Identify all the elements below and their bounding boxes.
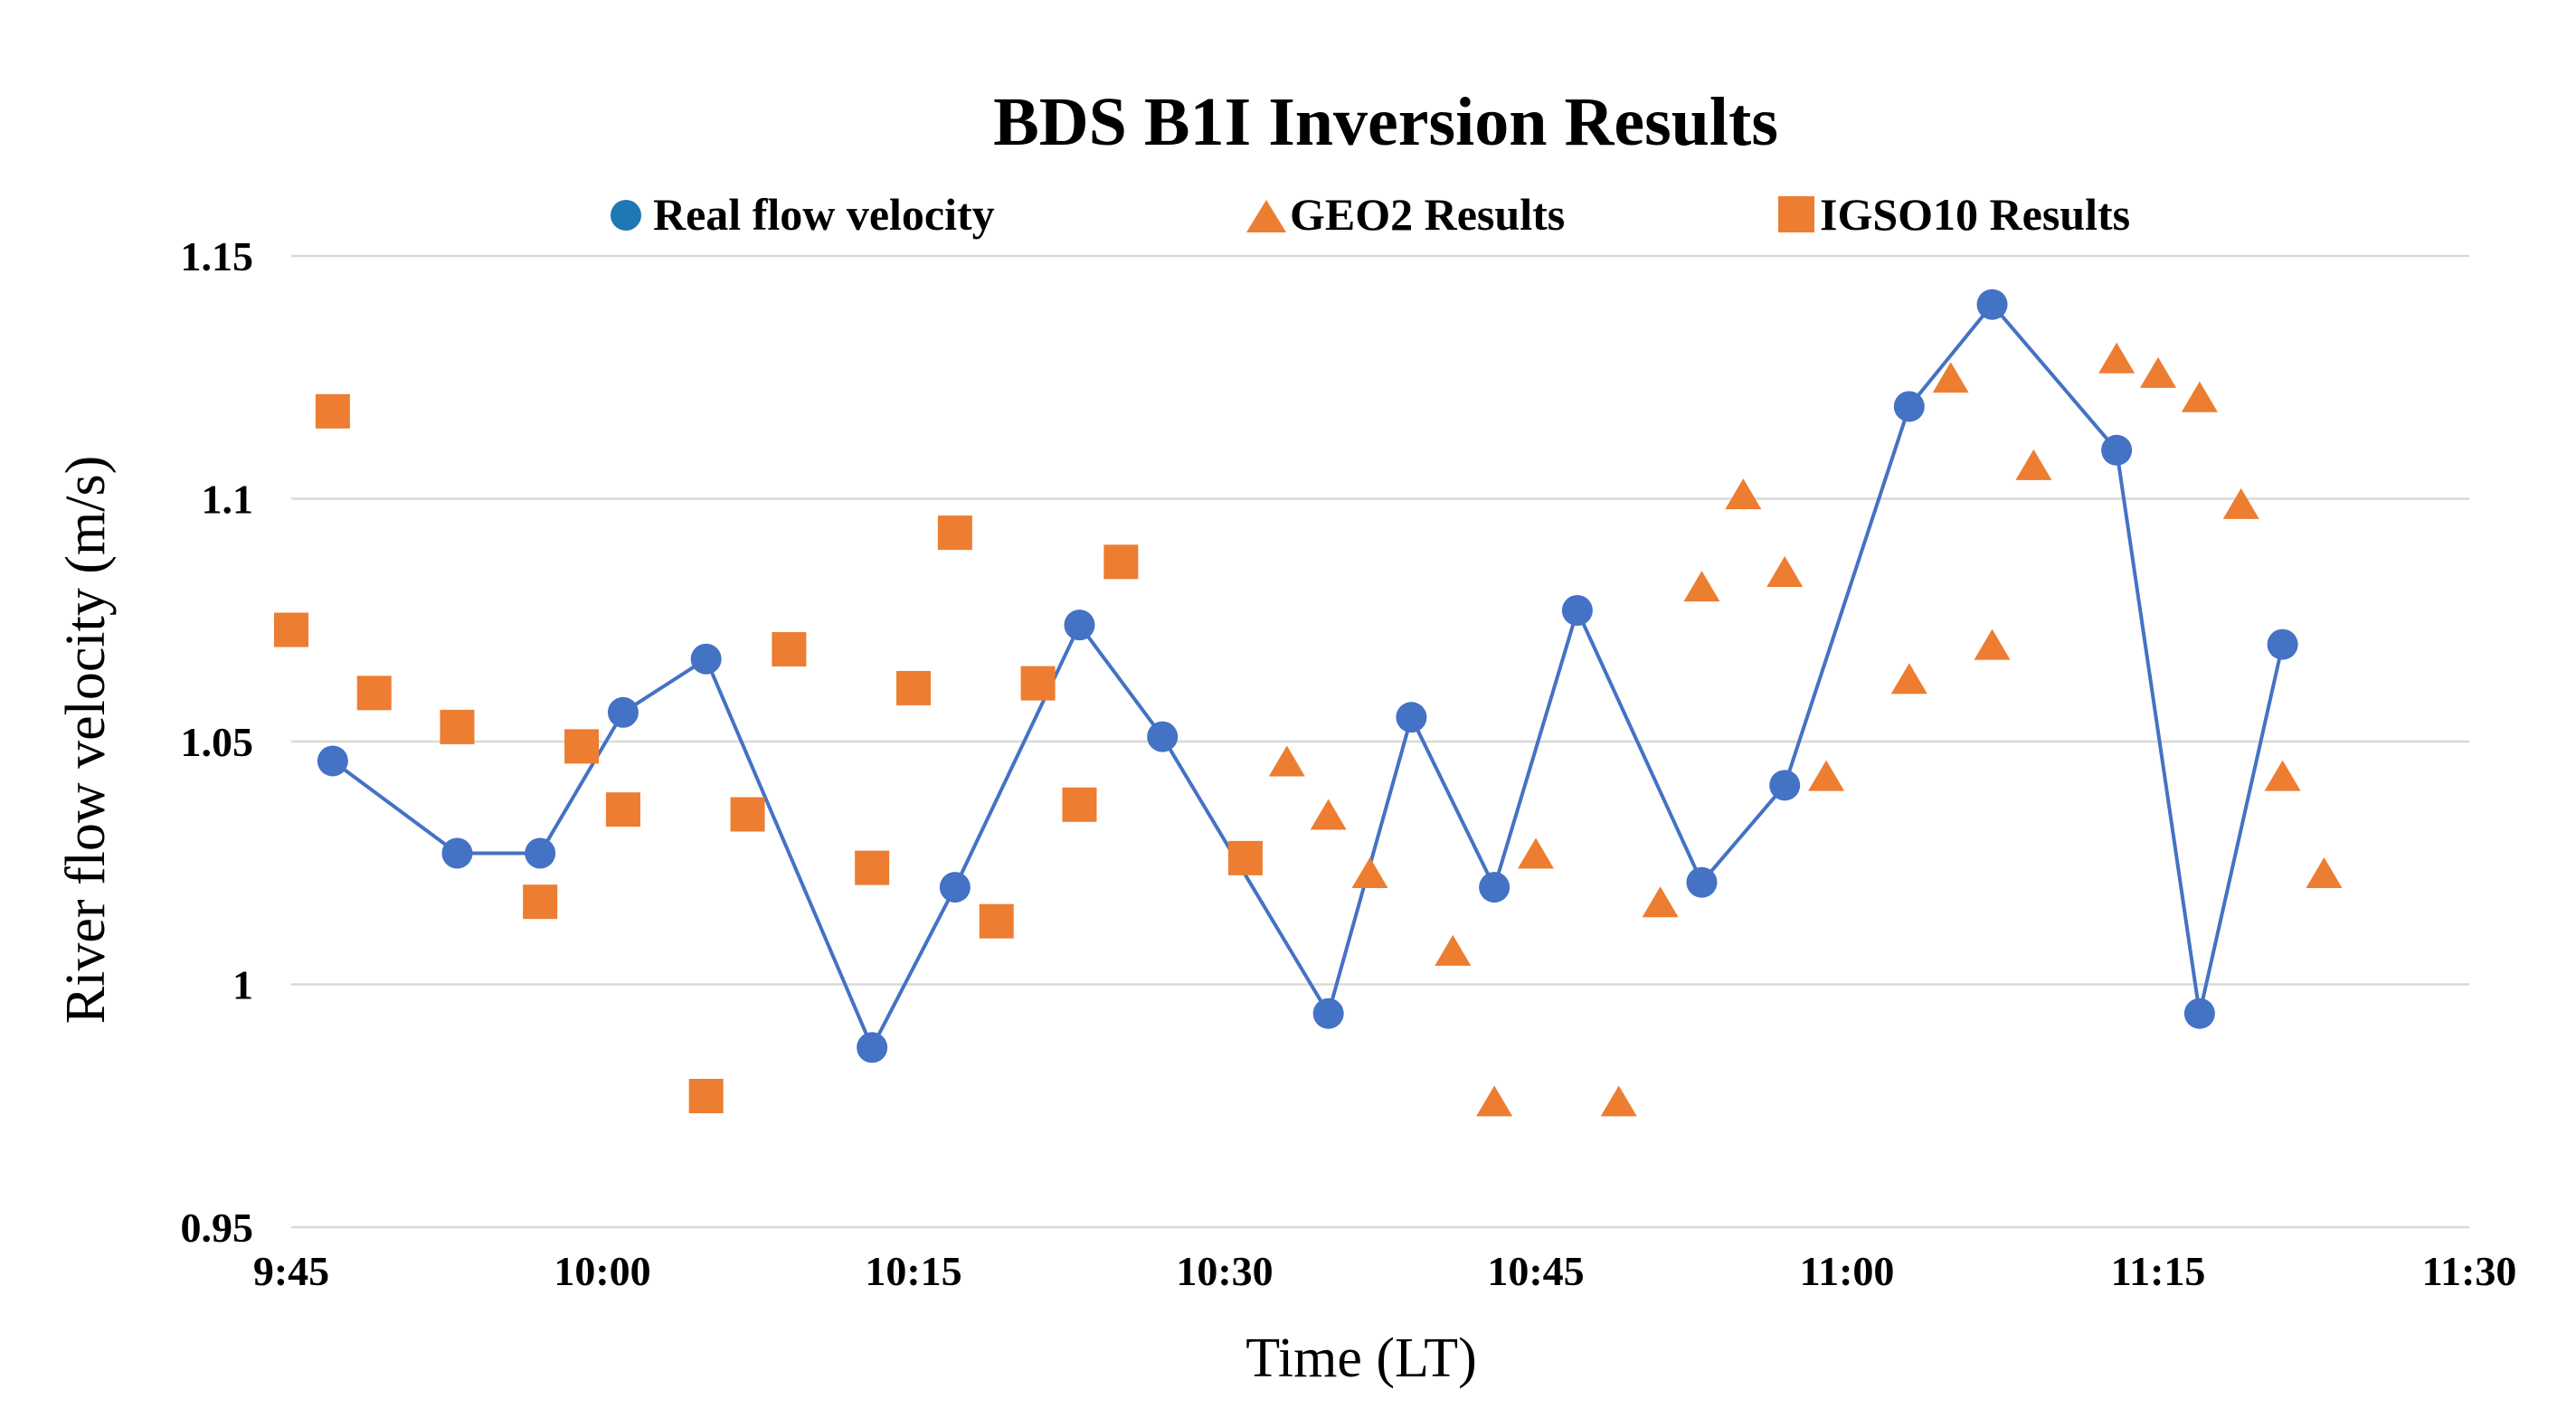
x-tick-label: 11:30 [2422, 1248, 2517, 1294]
chart-title: BDS B1I Inversion Results [993, 84, 1778, 160]
data-point-real-flow-velocity [1769, 770, 1801, 801]
legend-marker-square [1778, 196, 1814, 232]
legend-item-real-flow-velocity: Real flow velocity [611, 189, 995, 240]
data-point-geo2-results [2306, 856, 2343, 888]
legend-label-igso10-results: IGSO10 Results [1820, 189, 2130, 240]
data-point-real-flow-velocity [1147, 721, 1179, 752]
data-point-geo2-results [2140, 356, 2176, 388]
y-tick-label: 0.95 [181, 1205, 254, 1251]
data-point-igso10-results [772, 631, 807, 666]
data-point-geo2-results [2098, 342, 2136, 373]
data-point-igso10-results [979, 903, 1014, 939]
x-tick-label: 10:00 [554, 1248, 650, 1294]
data-point-real-flow-velocity [1976, 288, 2008, 320]
data-point-real-flow-velocity [1686, 866, 1718, 898]
legend-marker-triangle [1246, 200, 1286, 232]
y-tick-label: 1 [232, 962, 253, 1008]
gridlines [291, 254, 2469, 1229]
data-point-igso10-results [440, 709, 475, 744]
data-point-geo2-results [1476, 1085, 1513, 1117]
data-point-igso10-results [1227, 840, 1263, 875]
data-point-real-flow-velocity [441, 837, 473, 869]
legend: Real flow velocity GEO2 Results IGSO10 R… [611, 189, 2130, 240]
data-point-geo2-results [1974, 629, 2011, 660]
y-tick-label: 1.05 [181, 719, 254, 765]
data-point-geo2-results [1518, 837, 1554, 869]
x-axis-ticks: 9:45 10:00 10:15 10:30 10:45 11:00 11:15 11:30 [253, 1248, 2517, 1294]
data-point-real-flow-velocity [607, 696, 639, 728]
data-point-geo2-results [1351, 856, 1388, 888]
legend-item-igso10-results: IGSO10 Results [1778, 189, 2130, 240]
x-tick-label: 11:00 [1800, 1248, 1895, 1294]
data-point-igso10-results [1020, 666, 1056, 701]
data-point-geo2-results [1932, 362, 1969, 393]
legend-marker-circle [611, 200, 641, 231]
data-point-geo2-results [1766, 556, 1804, 588]
data-point-real-flow-velocity [317, 745, 348, 777]
y-tick-label: 1.1 [202, 477, 254, 523]
data-point-igso10-results [896, 670, 931, 705]
x-tick-label: 9:45 [253, 1248, 329, 1294]
series-line-real-flow-velocity [331, 301, 2285, 1052]
data-point-igso10-results [688, 1079, 724, 1114]
x-tick-label: 10:15 [865, 1248, 961, 1294]
data-point-real-flow-velocity [1396, 702, 1427, 733]
data-point-geo2-results [1890, 663, 1927, 695]
legend-label-geo2-results: GEO2 Results [1290, 189, 1565, 240]
y-axis-ticks: 0.95 1 1.05 1.1 1.15 [181, 233, 254, 1251]
data-point-geo2-results [1642, 886, 1679, 918]
data-point-real-flow-velocity [690, 643, 722, 675]
data-point-igso10-results [1103, 544, 1139, 580]
data-point-igso10-results [356, 676, 392, 711]
data-point-igso10-results [730, 797, 765, 832]
data-point-real-flow-velocity [857, 1032, 888, 1064]
data-point-geo2-results [2015, 449, 2052, 480]
data-point-geo2-results [2181, 381, 2218, 412]
x-tick-label: 11:15 [2111, 1248, 2206, 1294]
data-point-igso10-results [1062, 787, 1097, 822]
data-point-igso10-results [855, 850, 890, 885]
data-point-geo2-results [1435, 934, 1472, 966]
legend-item-geo2-results: GEO2 Results [1246, 189, 1565, 240]
data-point-igso10-results [564, 729, 600, 764]
data-point-geo2-results [1268, 745, 1305, 777]
data-point-igso10-results [605, 792, 640, 827]
data-point-real-flow-velocity [1561, 595, 1593, 627]
x-axis-label: Time (LT) [1245, 1328, 1477, 1389]
data-point-geo2-results [1683, 571, 1720, 602]
y-tick-label: 1.15 [181, 233, 254, 279]
series-lines [331, 301, 2285, 1052]
data-point-igso10-results [274, 612, 308, 648]
x-tick-label: 10:45 [1487, 1248, 1584, 1294]
data-point-real-flow-velocity [1312, 997, 1344, 1029]
data-point-real-flow-velocity [2101, 434, 2133, 466]
data-point-real-flow-velocity [1064, 610, 1095, 641]
data-point-geo2-results [2222, 487, 2259, 519]
data-point-real-flow-velocity [525, 837, 556, 869]
data-point-geo2-results [1725, 478, 1762, 510]
data-point-geo2-results [2264, 760, 2301, 791]
data-point-real-flow-velocity [2267, 629, 2298, 660]
data-point-geo2-results [1600, 1085, 1637, 1117]
data-point-igso10-results [523, 884, 558, 920]
data-point-igso10-results [937, 515, 972, 551]
data-point-real-flow-velocity [1893, 391, 1925, 422]
legend-label-real-flow-velocity: Real flow velocity [653, 189, 995, 240]
series-points [274, 288, 2343, 1117]
x-tick-label: 10:30 [1176, 1248, 1273, 1294]
data-point-geo2-results [1808, 760, 1845, 791]
data-point-geo2-results [1310, 799, 1347, 830]
data-point-real-flow-velocity [1479, 872, 1511, 903]
data-point-igso10-results [315, 393, 350, 429]
data-point-real-flow-velocity [939, 872, 971, 903]
data-point-real-flow-velocity [2183, 997, 2215, 1029]
y-axis-label: River flow velocity (m/s) [55, 456, 117, 1024]
